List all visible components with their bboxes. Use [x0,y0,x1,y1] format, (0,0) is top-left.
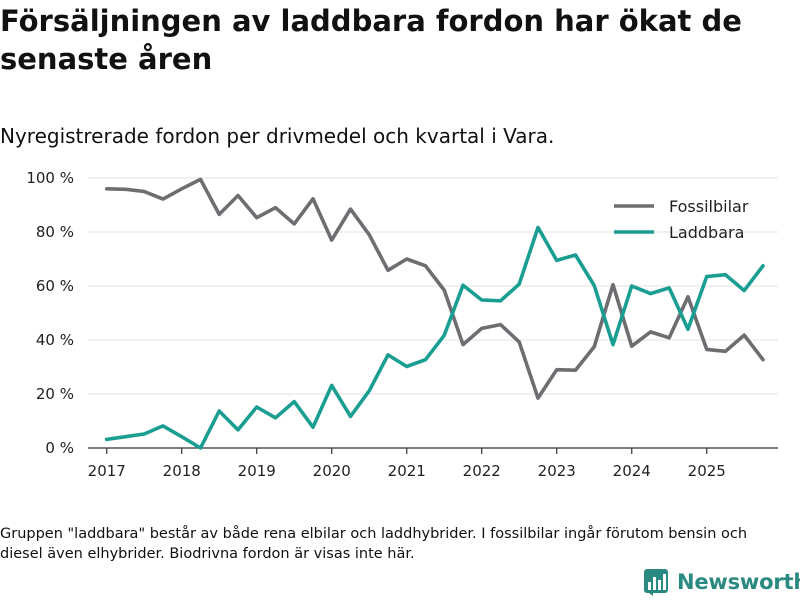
x-tick-label: 2023 [538,462,576,480]
footnote: Gruppen "laddbara" består av både rena e… [0,526,748,562]
y-tick-label: 60 % [36,277,74,295]
legend: Fossilbilar Laddbara [614,197,749,242]
x-tick-label: 2019 [238,462,276,480]
x-axis: 2017 2018 2019 2020 2021 2022 2023 2024 2025 [88,447,778,480]
x-tick-label: 2021 [388,462,426,480]
line-chart: 0 % 20 % 40 % 60 % 80 % 100 % 2017 2018 2019 202… [26,169,778,480]
x-tick-label: 2020 [313,462,351,480]
y-tick-label: 80 % [36,223,74,241]
series-line-laddbara [104,225,765,450]
x-tick-label: 2024 [613,462,651,480]
y-tick-label: 100 % [26,169,74,187]
y-tick-label: 0 % [45,439,74,457]
chart-subtitle: Nyregistrerade fordon per drivmedel och … [0,124,555,148]
x-tick-label: 2022 [463,462,501,480]
legend-label: Fossilbilar [669,197,749,216]
x-tick-label: 2018 [163,462,201,480]
series-lines [104,177,765,450]
brand-logo[interactable]: Newsworthy [643,568,800,596]
chart-title: Försäljningen av laddbara fordon har öka… [0,4,742,76]
legend-label: Laddbara [669,223,744,242]
newsworthy-logo-icon [644,569,668,596]
brand-name: Newsworthy [677,570,800,594]
y-tick-label: 40 % [36,331,74,349]
y-axis-ticks: 0 % 20 % 40 % 60 % 80 % 100 % [26,169,74,457]
x-tick-label: 2017 [88,462,126,480]
grid-lines [88,177,778,395]
x-tick-label: 2025 [688,462,726,480]
series-line-fossilbilar [104,177,765,400]
y-tick-label: 20 % [36,385,74,403]
